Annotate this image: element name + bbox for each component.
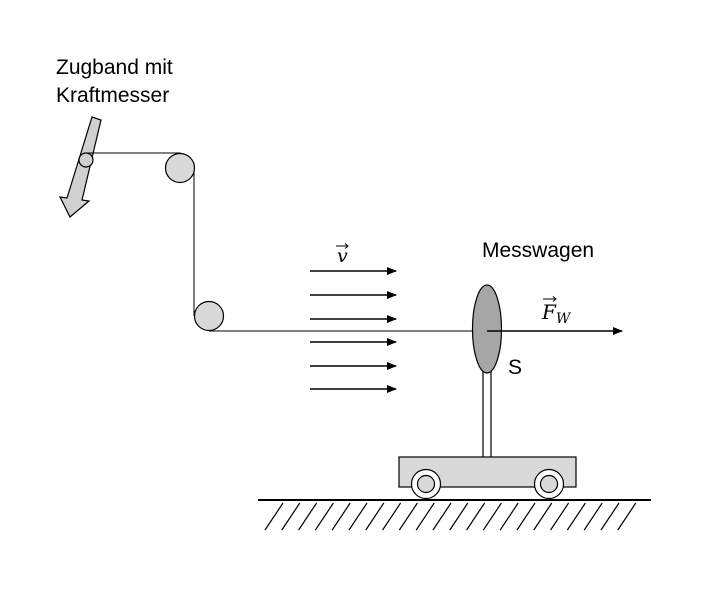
force-vector-tip: [552, 296, 557, 302]
force-meter-ring: [78, 152, 94, 168]
hatch-line: [550, 502, 570, 531]
force-label: FW: [541, 296, 572, 327]
pulley-top: [164, 152, 196, 184]
hatch-line: [482, 502, 502, 531]
velocity-symbol: v: [337, 245, 348, 267]
hatch-line: [466, 502, 486, 531]
wheel-left-hub: [416, 474, 436, 494]
hatch-line: [449, 502, 469, 531]
label-zugband-line1: Zugband mit: [56, 56, 173, 79]
hatch-line: [617, 502, 637, 531]
label-point-s: S: [508, 356, 522, 379]
hatch-line: [566, 502, 586, 531]
cart: [398, 456, 577, 500]
hatch-line: [281, 502, 301, 531]
force-meter: [58, 116, 102, 218]
hatch-line: [516, 502, 536, 531]
hatch-line: [600, 502, 620, 531]
rope: [86, 152, 487, 332]
hatch-line: [348, 502, 368, 531]
ground-hatching: [264, 502, 637, 531]
hatch-line: [533, 502, 553, 531]
hatch-line: [314, 502, 334, 531]
hatch-line: [415, 502, 435, 531]
hatch-line: [331, 502, 351, 531]
hatch-line: [298, 502, 318, 531]
hatch-line: [264, 502, 284, 531]
ground: [258, 499, 651, 531]
hatch-line: [398, 502, 418, 531]
label-messwagen: Messwagen: [482, 239, 594, 262]
hatch-line: [499, 502, 519, 531]
hatch-line: [382, 502, 402, 531]
velocity-vector-tip: [344, 243, 349, 249]
force-meter-arrow: [58, 116, 102, 218]
test-body: [471, 284, 503, 374]
pulley-bottom: [193, 300, 225, 332]
hatch-line: [583, 502, 603, 531]
force-symbol: FW: [541, 300, 572, 327]
velocity-label: v: [336, 243, 349, 267]
support-post: [482, 370, 492, 460]
airflow-arrows: [310, 267, 397, 393]
label-zugband-line2: Kraftmesser: [56, 84, 169, 107]
wheel-right-hub: [539, 474, 559, 494]
hatch-line: [432, 502, 452, 531]
hatch-line: [365, 502, 385, 531]
